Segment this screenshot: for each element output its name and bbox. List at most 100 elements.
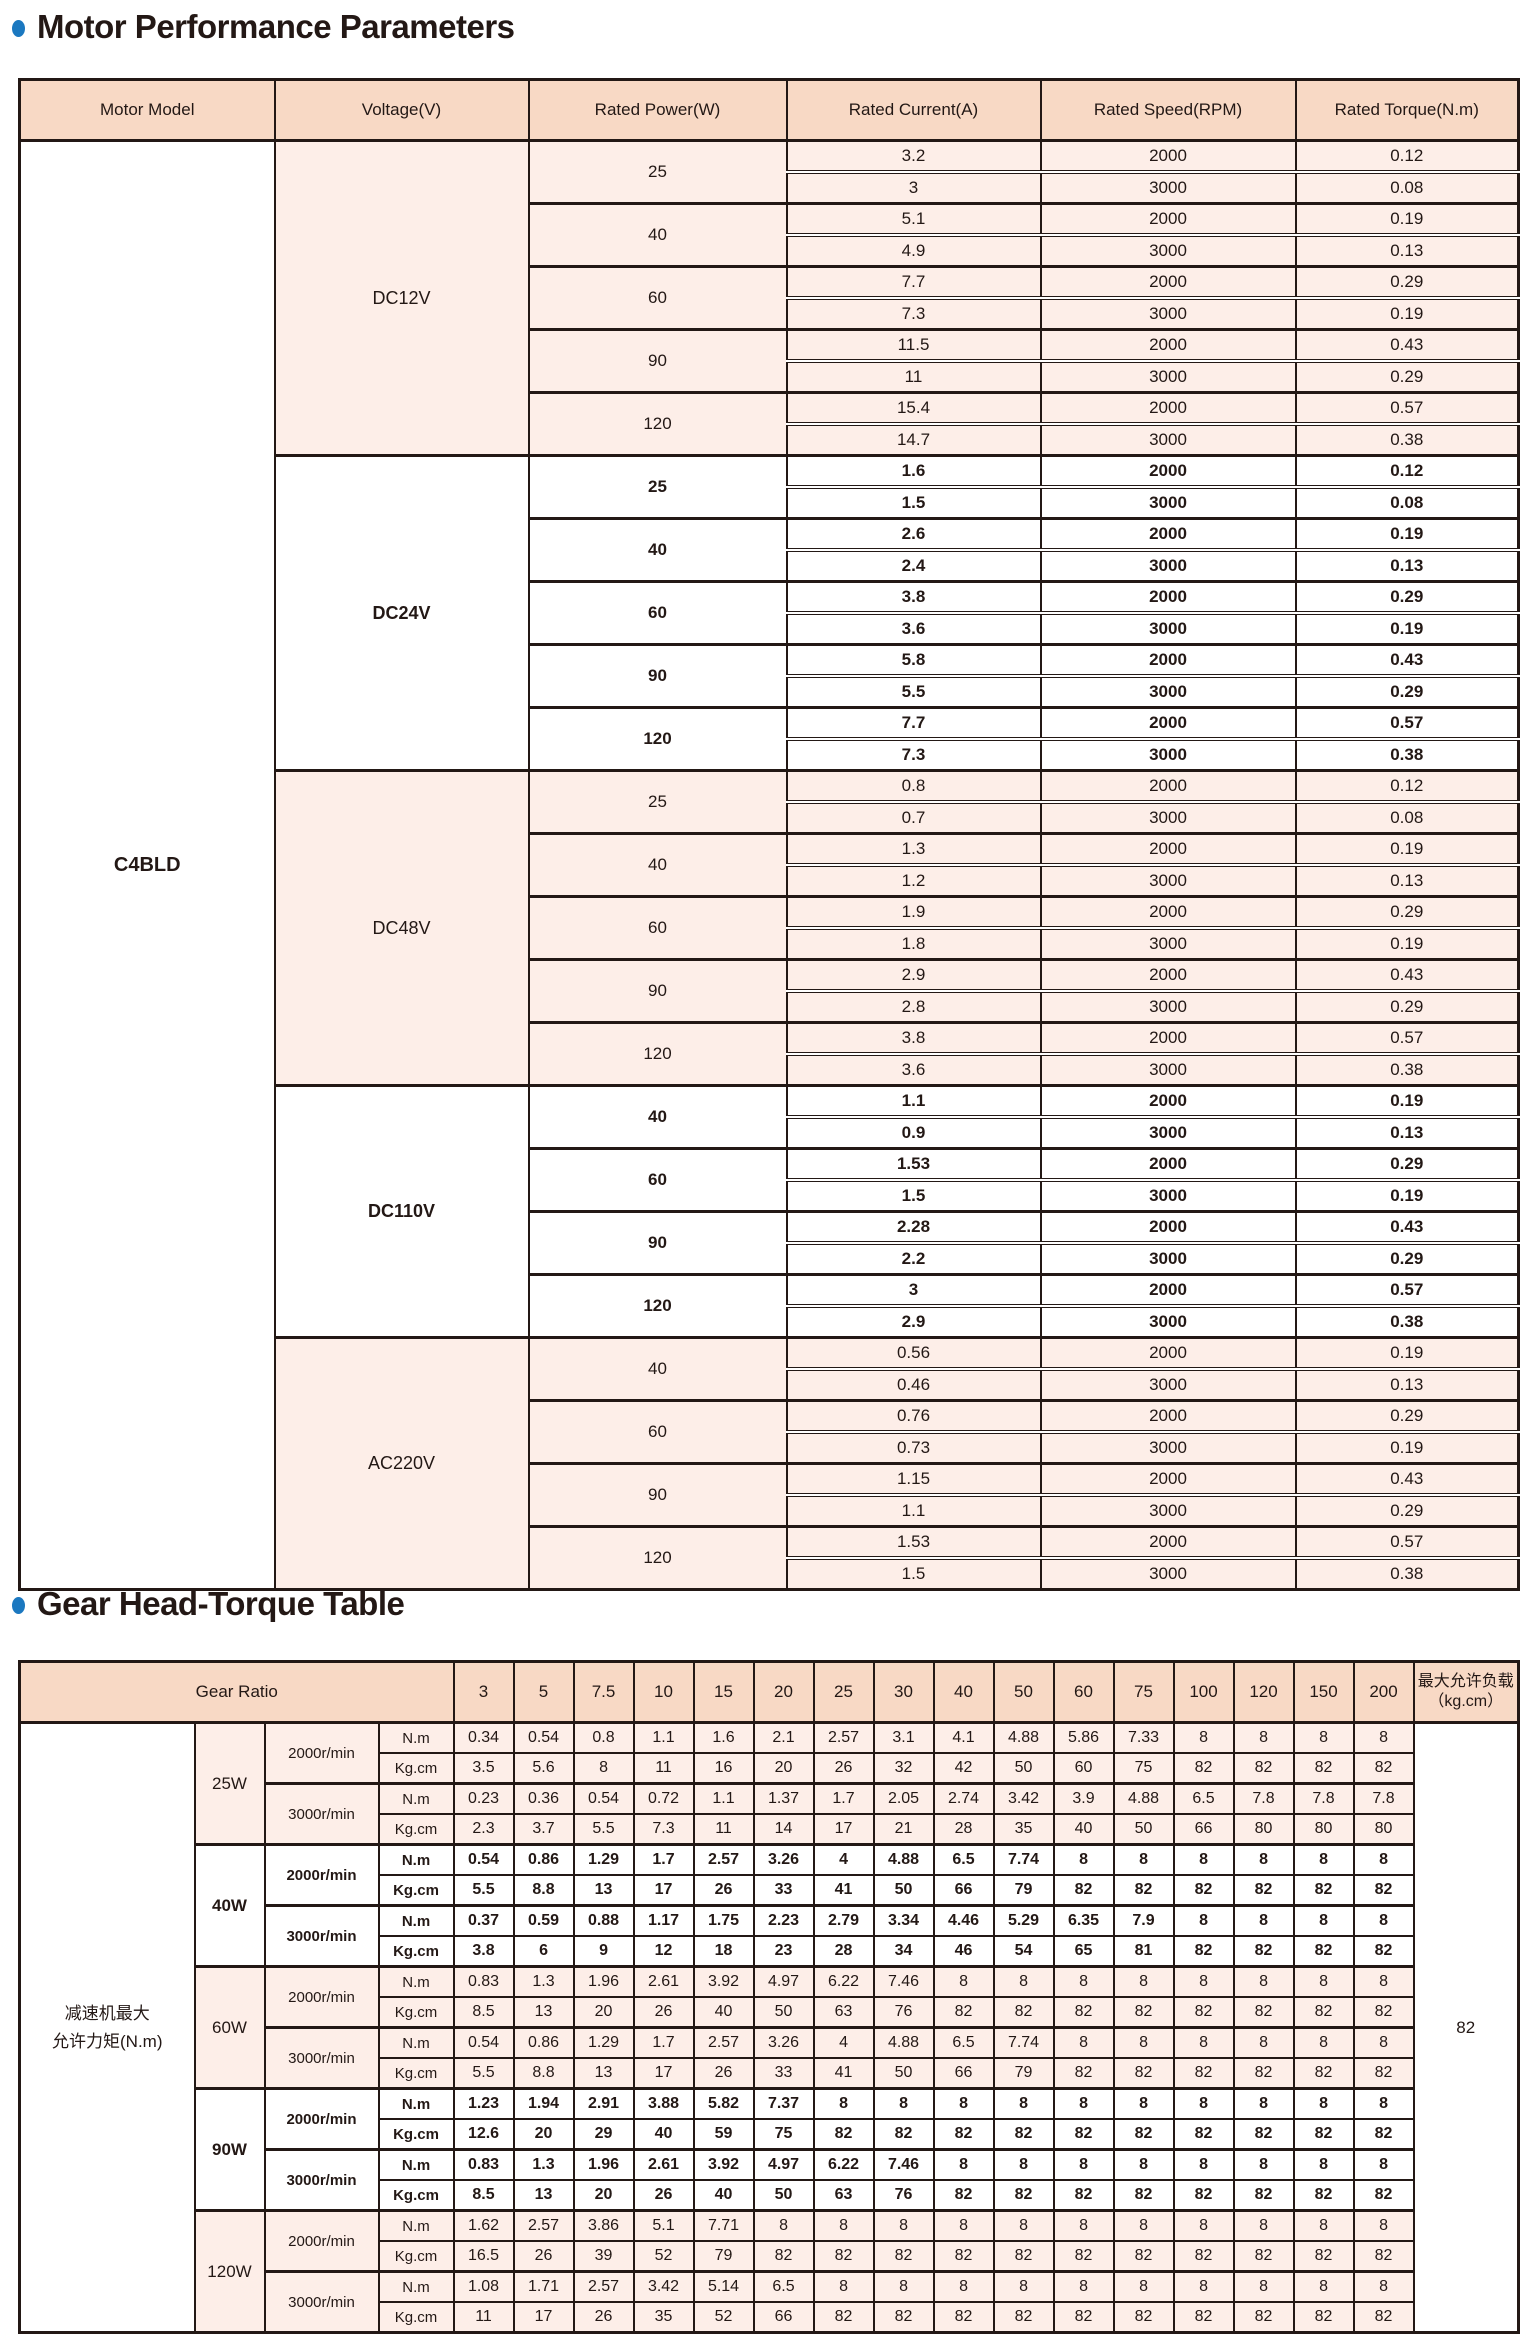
gear-value-cell: 8: [1172, 1965, 1235, 1998]
gear-value-cell: 35: [632, 2301, 695, 2334]
motor-column-header: Rated Torque(N.m): [1294, 78, 1520, 142]
gear-value-cell: 21: [872, 1813, 935, 1846]
gear-value-cell: 8: [1292, 2087, 1355, 2120]
gear-value-cell: 82: [1112, 1874, 1175, 1907]
gear-value-cell: 8: [992, 2270, 1055, 2303]
gear-value-cell: 8: [1292, 1904, 1355, 1937]
gear-value-cell: 40: [692, 2179, 755, 2212]
gear-value-cell: 82: [812, 2118, 875, 2151]
gear-value-cell: 82: [1172, 1874, 1235, 1907]
gear-value-cell: 16.5: [452, 2240, 515, 2273]
gear-value-cell: 50: [992, 1752, 1055, 1785]
gear-value-cell: 4.88: [1112, 1782, 1175, 1815]
gear-ratio-column-header: 50: [992, 1660, 1055, 1724]
gear-ratio-column-header: 100: [1172, 1660, 1235, 1724]
side-label-line: 减速机最大: [64, 2004, 150, 2024]
rated-speed-cell: 2000: [1039, 1210, 1297, 1244]
gear-value-cell: 75: [1112, 1752, 1175, 1785]
gear-value-cell: 0.8: [572, 1721, 635, 1754]
gear-value-cell: 1.7: [812, 1782, 875, 1815]
rated-current-cell: 1.53: [785, 1147, 1042, 1181]
rated-torque-cell: 0.29: [1294, 1241, 1520, 1276]
gear-value-cell: 8: [812, 2209, 875, 2242]
gear-ratio-column-header: 10: [632, 1660, 695, 1724]
gear-value-cell: 11: [632, 1752, 695, 1785]
gear-value-cell: 0.54: [572, 1782, 635, 1815]
rated-power-cell: 90: [527, 958, 788, 1024]
gear-value-cell: 42: [932, 1752, 995, 1785]
rated-speed-cell: 3000: [1039, 863, 1297, 898]
gear-value-cell: 82: [1172, 2240, 1235, 2273]
gear-value-cell: 3.34: [872, 1904, 935, 1937]
gear-value-cell: 82: [1172, 2118, 1235, 2151]
gear-value-cell: 82: [1292, 2301, 1355, 2334]
gear-value-cell: 26: [692, 2057, 755, 2090]
gear-unit-cell: Kg.cm: [377, 2301, 455, 2334]
gear-value-cell: 65: [1052, 1935, 1115, 1968]
gear-value-cell: 50: [872, 1874, 935, 1907]
gear-unit-cell: N.m: [377, 2087, 455, 2120]
gear-unit-cell: Kg.cm: [377, 1752, 455, 1785]
rated-torque-cell: 0.19: [1294, 1178, 1520, 1213]
gear-speed-cell: 2000r/min: [263, 1965, 380, 2029]
gear-value-cell: 3.92: [692, 1965, 755, 1998]
gear-value-cell: 8: [1352, 2270, 1415, 2303]
gear-value-cell: 41: [812, 1874, 875, 1907]
gear-value-cell: 1.94: [512, 2087, 575, 2120]
gear-value-cell: 8: [1232, 2026, 1295, 2059]
gear-value-cell: 7.3: [632, 1813, 695, 1846]
gear-value-cell: 7.8: [1232, 1782, 1295, 1815]
gear-value-cell: 66: [932, 1874, 995, 1907]
gear-value-cell: 40: [632, 2118, 695, 2151]
gear-value-cell: 6.5: [932, 2026, 995, 2059]
bullet-icon: [12, 1597, 25, 1614]
gear-ratio-column-header: 60: [1052, 1660, 1115, 1724]
gear-value-cell: 8: [1172, 2270, 1235, 2303]
gear-value-cell: 8: [1352, 2087, 1415, 2120]
gear-value-cell: 8: [1352, 1721, 1415, 1754]
gear-value-cell: 8: [1232, 1904, 1295, 1937]
rated-speed-cell: 2000: [1039, 832, 1297, 866]
rated-current-cell: 14.7: [785, 422, 1042, 457]
rated-torque-cell: 0.29: [1294, 265, 1520, 299]
motor-table-header: Motor Model Voltage(V) Rated Power(W) Rated…: [18, 78, 1520, 142]
gear-power-cell: 40W: [193, 1843, 266, 1968]
gear-value-cell: 82: [932, 2240, 995, 2273]
gear-value-cell: 20: [752, 1752, 815, 1785]
rated-current-cell: 3.8: [785, 1021, 1042, 1055]
rated-speed-cell: 2000: [1039, 580, 1297, 614]
gear-value-cell: 59: [692, 2118, 755, 2151]
rated-torque-cell: 0.12: [1294, 769, 1520, 803]
rated-torque-cell: 0.57: [1294, 1525, 1520, 1559]
max-load-value-cell: 82: [1412, 1721, 1520, 2334]
gear-value-cell: 28: [932, 1813, 995, 1846]
motor-table-row: DC110V 40 1.1 2000 0.19: [20, 1084, 1520, 1339]
gear-value-cell: 8: [1052, 2148, 1115, 2181]
gear-table-row: 120W 2000r/min N.m 1.62 2.57 3.86 5.1 7.71 8 8 8 8 8…: [20, 2209, 1519, 2334]
rated-torque-cell: 0.12: [1294, 139, 1520, 173]
gear-value-cell: 8: [1052, 2209, 1115, 2242]
rated-speed-cell: 2000: [1039, 1462, 1297, 1496]
gear-value-cell: 8.8: [512, 2057, 575, 2090]
gear-value-cell: 4.88: [872, 1843, 935, 1876]
gear-value-cell: 8: [1172, 2209, 1235, 2242]
rated-power-cell: 40: [527, 1336, 788, 1402]
rated-torque-cell: 0.43: [1294, 643, 1520, 677]
rated-speed-cell: 3000: [1039, 485, 1297, 520]
gear-value-cell: 13: [572, 2057, 635, 2090]
gear-value-cell: 7.74: [992, 2026, 1055, 2059]
gear-value-cell: 3.42: [992, 1782, 1055, 1815]
gear-value-cell: 1.29: [572, 2026, 635, 2059]
gear-value-cell: 8: [1232, 2087, 1295, 2120]
rated-speed-cell: 3000: [1039, 1430, 1297, 1465]
gear-power-cell: 60W: [193, 1965, 266, 2090]
gear-unit-cell: Kg.cm: [377, 2179, 455, 2212]
gear-value-cell: 8: [1052, 2026, 1115, 2059]
gear-value-cell: 20: [572, 1996, 635, 2029]
gear-value-cell: 8: [872, 2270, 935, 2303]
gear-value-cell: 60: [1052, 1752, 1115, 1785]
rated-torque-cell: 0.29: [1294, 359, 1520, 394]
gear-value-cell: 8.8: [512, 1874, 575, 1907]
motor-table-row: AC220V 40 0.56 2000 0.19: [20, 1336, 1520, 1591]
gear-unit-cell: Kg.cm: [377, 1996, 455, 2029]
